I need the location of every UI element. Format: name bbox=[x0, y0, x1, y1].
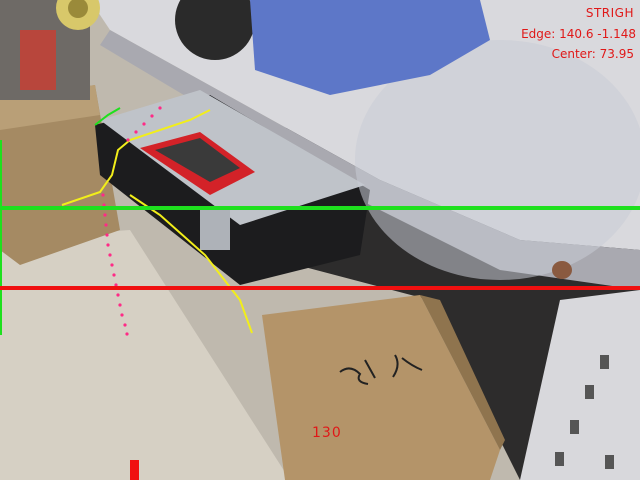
status-readout: STRIGH bbox=[585, 6, 634, 20]
front-cardboard-box bbox=[262, 295, 500, 480]
toy-wheel-hub bbox=[68, 0, 88, 18]
upright-hole bbox=[600, 355, 609, 369]
clear-dome bbox=[355, 40, 640, 280]
center-readout: Center: 73.95 bbox=[551, 47, 634, 61]
toolbox-handle-inner bbox=[155, 138, 240, 182]
left-boundary-line bbox=[0, 140, 2, 335]
dome-screw bbox=[552, 261, 572, 279]
edge-contour-green bbox=[94, 107, 121, 126]
toolbox-latch bbox=[200, 210, 230, 250]
upright-hole bbox=[570, 420, 579, 434]
edge-contour-upper bbox=[61, 109, 211, 206]
front-box-side bbox=[420, 295, 505, 450]
path-dots bbox=[101, 106, 162, 336]
shelf-edge bbox=[100, 30, 640, 290]
floor-light-area bbox=[0, 230, 290, 480]
shelf-upright bbox=[520, 290, 640, 480]
upright-hole bbox=[605, 455, 614, 469]
edge-readout: Edge: 140.6 -1.148 bbox=[521, 27, 636, 41]
upright-hole bbox=[585, 385, 594, 399]
bottom-marker-icon bbox=[130, 460, 139, 480]
box-handwriting bbox=[339, 354, 423, 385]
left-cardboard-box bbox=[0, 85, 120, 265]
background-object bbox=[20, 30, 56, 90]
speed-readout: 130 bbox=[312, 425, 342, 441]
guide-line-green bbox=[0, 206, 640, 210]
reference-line-red bbox=[0, 286, 640, 290]
blue-bag bbox=[250, 0, 490, 95]
upright-hole bbox=[555, 452, 564, 466]
robot-wheel bbox=[175, 0, 255, 60]
